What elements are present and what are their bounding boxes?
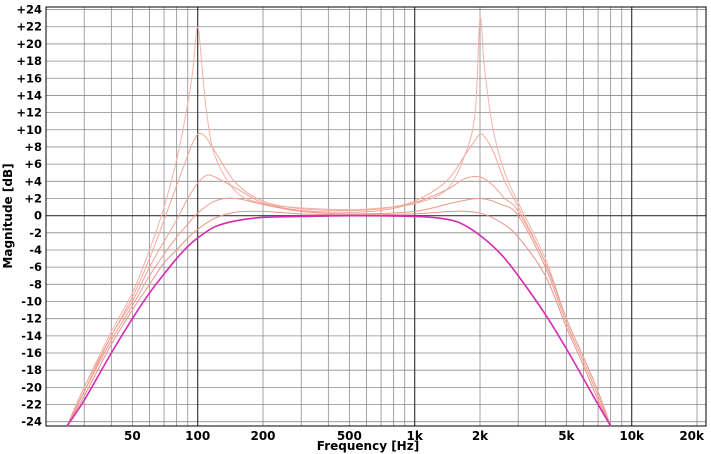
series-line-4 xyxy=(66,197,612,427)
y-tick-label: +2 xyxy=(24,191,42,205)
y-tick-label: +10 xyxy=(16,123,42,137)
plot-frame xyxy=(45,6,707,427)
y-tick-label: +22 xyxy=(16,20,42,34)
series-line-6 xyxy=(66,214,612,427)
y-tick-label: -2 xyxy=(29,226,42,240)
x-tick-label: 100 xyxy=(185,429,210,443)
y-tick-label: +14 xyxy=(16,88,42,102)
y-tick-label: -6 xyxy=(29,260,42,274)
x-tick-labels: 50 100 200 500 1k 2k 5k 10k 20k xyxy=(124,429,705,443)
y-tick-label: +8 xyxy=(24,140,42,154)
series-line-3 xyxy=(66,174,612,427)
y-tick-label: -4 xyxy=(29,243,42,257)
y-tick-label: -12 xyxy=(21,312,42,326)
y-tick-label: -16 xyxy=(21,346,42,360)
x-tick-label: 50 xyxy=(124,429,141,443)
series-line-5 xyxy=(66,210,612,427)
y-axis-label: Magnitude [dB] xyxy=(1,163,15,268)
y-tick-label: -14 xyxy=(21,329,42,343)
y-tick-label: +16 xyxy=(16,71,42,85)
x-tick-label: 200 xyxy=(250,429,275,443)
y-tick-label: 0 xyxy=(34,209,42,223)
y-tick-label: -8 xyxy=(29,277,42,291)
x-tick-label: 5k xyxy=(558,429,575,443)
grid-minor-lines xyxy=(45,7,706,426)
x-tick-label: 20k xyxy=(679,429,705,443)
x-axis-label: Frequency [Hz] xyxy=(317,439,419,453)
y-tick-label: -20 xyxy=(21,380,42,394)
y-tick-label: -24 xyxy=(21,415,42,429)
series-line-2 xyxy=(66,132,612,427)
x-tick-label: 2k xyxy=(472,429,489,443)
series-layer xyxy=(66,16,612,427)
series-line-1 xyxy=(66,16,612,427)
y-tick-label: +24 xyxy=(16,3,42,17)
x-tick-label: 1k xyxy=(407,429,424,443)
x-tick-label: 10k xyxy=(619,429,645,443)
y-tick-labels: +24+22+20+18+16+14+12+10+8+6+4+20-2-4-6-… xyxy=(16,3,42,429)
x-tick-label: 500 xyxy=(337,429,362,443)
y-tick-label: +4 xyxy=(24,174,42,188)
y-tick-label: -10 xyxy=(21,295,42,309)
y-tick-label: +12 xyxy=(16,106,42,120)
y-tick-label: -18 xyxy=(21,363,42,377)
y-tick-label: +20 xyxy=(16,37,42,51)
y-tick-label: -22 xyxy=(21,398,42,412)
y-tick-label: +18 xyxy=(16,54,42,68)
y-tick-label: +6 xyxy=(24,157,42,171)
